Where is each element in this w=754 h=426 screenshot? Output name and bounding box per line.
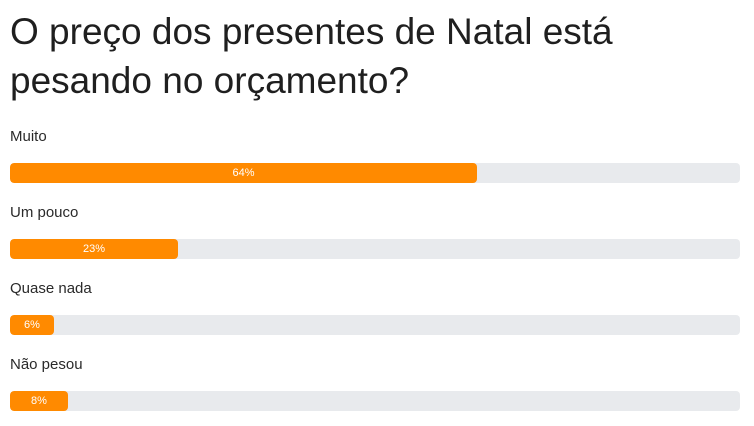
bar-track: 64% [10, 163, 740, 183]
bar-fill: 8% [10, 391, 68, 411]
poll-option: Não pesou 8% [10, 356, 740, 426]
poll-option: Muito 64% [10, 128, 740, 198]
option-label: Muito [10, 128, 47, 145]
option-label: Não pesou [10, 356, 83, 373]
poll-option: Quase nada 6% [10, 280, 740, 350]
bar-value-label: 64% [232, 167, 255, 179]
poll-question: O preço dos presentes de Natal está pesa… [10, 11, 613, 101]
bar-track: 6% [10, 315, 740, 335]
bar-value-label: 6% [24, 319, 40, 331]
bar-value-label: 8% [31, 395, 47, 407]
bar-fill: 64% [10, 163, 477, 183]
bar-fill: 6% [10, 315, 54, 335]
bar-track: 8% [10, 391, 740, 411]
poll-widget: O preço dos presentes de Natal está pesa… [10, 0, 740, 411]
bar-value-label: 23% [82, 243, 106, 255]
bar-fill: 23% [10, 239, 178, 259]
option-label: Um pouco [10, 204, 79, 221]
bar-track: 23% [10, 239, 740, 259]
option-label: Quase nada [10, 280, 92, 297]
poll-option: Um pouco 23% [10, 204, 740, 274]
